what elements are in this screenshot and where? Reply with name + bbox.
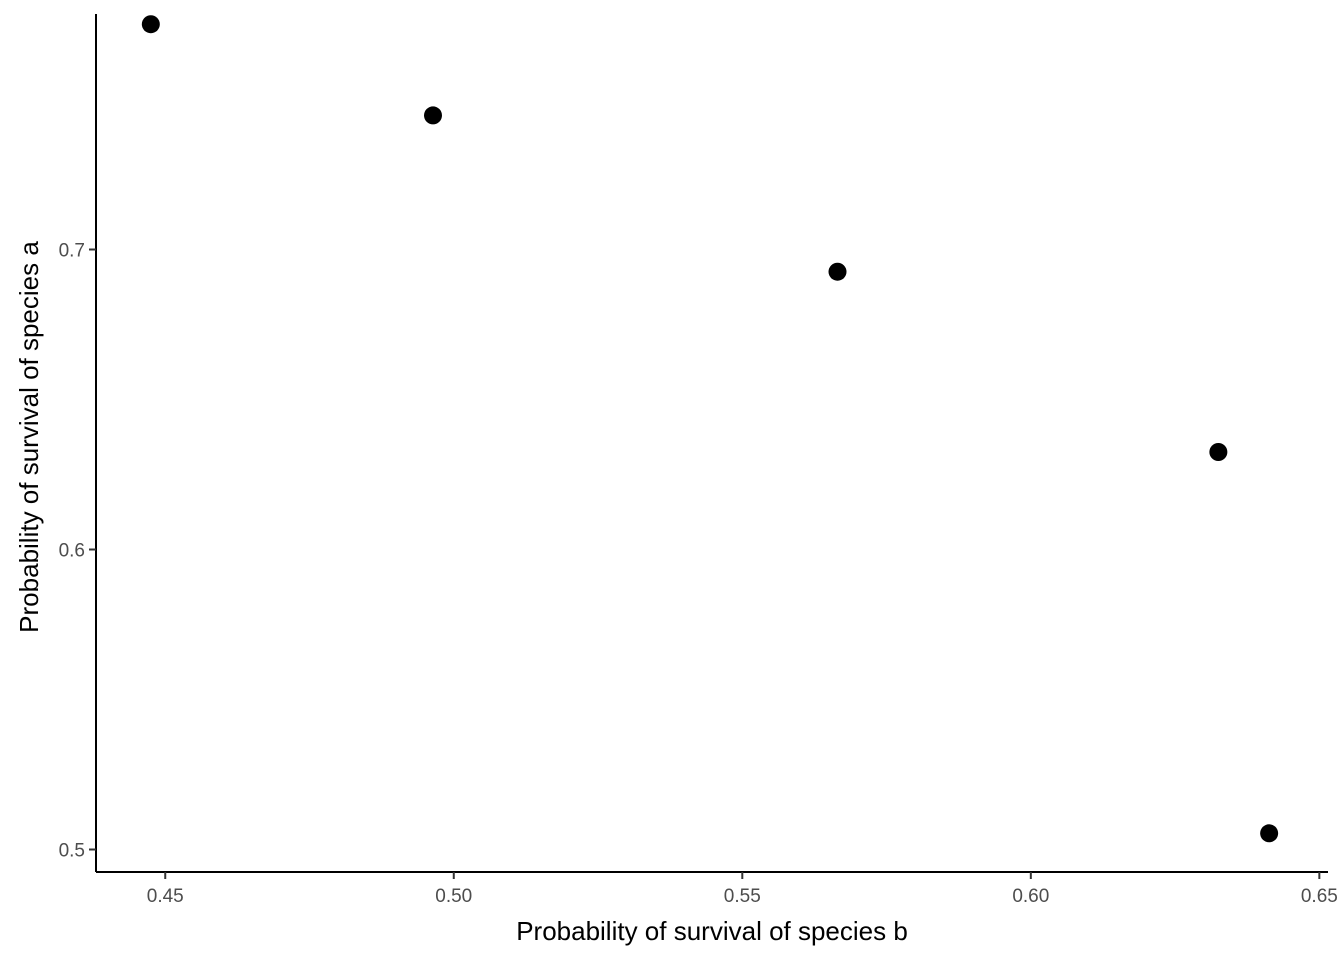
x-tick-label: 0.65 <box>1301 886 1338 907</box>
data-point <box>1209 443 1228 461</box>
x-tick-label: 0.55 <box>724 886 761 907</box>
data-point <box>423 106 442 125</box>
axes <box>95 14 1328 873</box>
y-tick-label: 0.7 <box>59 241 85 262</box>
y-tick-label: 0.5 <box>59 841 85 862</box>
x-tick-label: 0.45 <box>147 886 184 907</box>
data-point <box>828 262 847 281</box>
y-tick-label: 0.6 <box>59 541 85 562</box>
x-axis-ticks: 0.45 0.50 0.55 0.60 0.65 <box>147 872 1338 907</box>
data-point <box>141 15 160 34</box>
y-axis-ticks: 0.5 0.6 0.7 <box>59 241 96 862</box>
data-point <box>1260 824 1279 843</box>
data-points <box>141 15 1279 843</box>
x-tick-label: 0.60 <box>1012 886 1049 907</box>
y-axis-title: Probability of survival of species a <box>14 241 44 633</box>
x-tick-label: 0.50 <box>435 886 472 907</box>
x-axis-title: Probability of survival of species b <box>516 916 908 946</box>
